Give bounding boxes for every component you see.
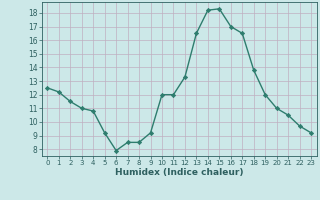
X-axis label: Humidex (Indice chaleur): Humidex (Indice chaleur): [115, 168, 244, 177]
